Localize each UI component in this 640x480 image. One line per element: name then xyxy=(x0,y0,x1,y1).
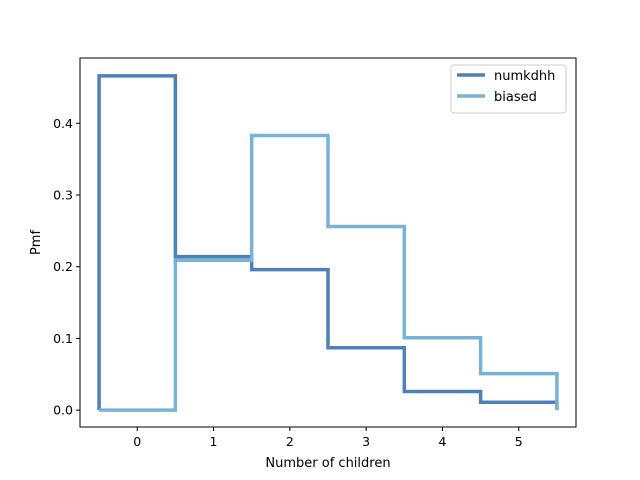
y-tick-label: 0.2 xyxy=(53,259,73,274)
y-tick-label: 0.1 xyxy=(53,331,73,346)
x-tick-label: 2 xyxy=(286,434,294,449)
legend: numkdhh biased xyxy=(450,64,567,114)
legend-label-numkdhh: numkdhh xyxy=(494,69,555,84)
series-line-numkdhh xyxy=(97,74,559,411)
ticks-layer: 0 1 2 3 4 5 0.0 0.1 0.2 0.3 0.4 xyxy=(53,116,523,449)
y-tick-label: 0.4 xyxy=(53,116,73,131)
x-tick-label: 0 xyxy=(133,434,141,449)
x-tick-label: 3 xyxy=(362,434,370,449)
legend-label-biased: biased xyxy=(494,90,537,105)
y-tick-label: 0.0 xyxy=(53,403,73,418)
series-line-biased xyxy=(99,133,559,412)
x-tick-label: 4 xyxy=(438,434,446,449)
x-tick-label: 1 xyxy=(210,434,218,449)
legend-box xyxy=(450,64,567,114)
y-axis-label: Pmf xyxy=(29,230,44,256)
x-tick-label: 5 xyxy=(515,434,523,449)
plot-frame xyxy=(79,57,577,428)
series-layer xyxy=(97,74,559,412)
y-tick-label: 0.3 xyxy=(53,187,73,202)
x-axis-label: Number of children xyxy=(265,456,390,471)
